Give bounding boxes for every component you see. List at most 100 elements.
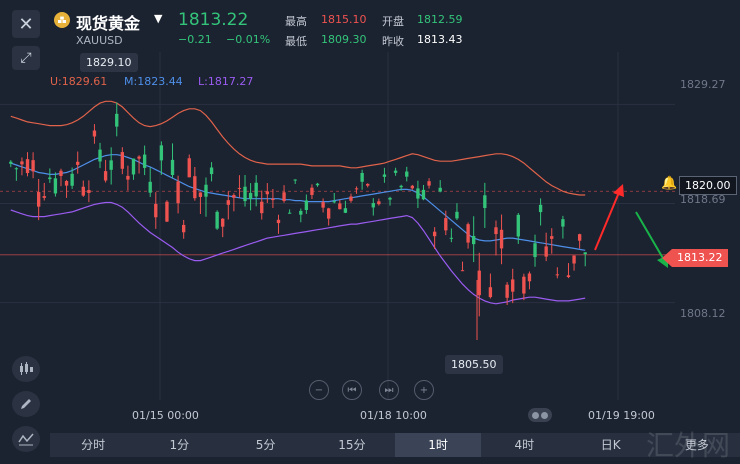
tab-5m[interactable]: 5分 (255, 438, 276, 452)
close-button[interactable]: ✕ (12, 10, 40, 38)
candle-body (14, 168, 19, 170)
candle-body (332, 201, 336, 203)
bollinger-lower-label: L:1817.27 (198, 75, 254, 88)
candle-body (131, 158, 136, 175)
candle-body (209, 167, 214, 175)
candle-body (494, 227, 498, 235)
open-value: 1812.59 (417, 13, 463, 26)
expand-icon: ⤢ (20, 50, 32, 66)
instrument-title[interactable]: 现货黄金 (76, 14, 141, 33)
candle-body (282, 192, 286, 201)
candle-body (92, 130, 97, 137)
candle-body (20, 161, 24, 165)
candle-body (64, 180, 69, 186)
candlestick-type-button[interactable] (12, 356, 40, 382)
tab-4h[interactable]: 4时 (514, 438, 535, 452)
pen-icon (21, 399, 31, 409)
candle-body (221, 218, 225, 227)
candle-body (142, 154, 147, 168)
candle-body (226, 200, 230, 205)
candle-body (527, 273, 532, 282)
high-label: 最高 (285, 15, 307, 28)
low-value: 1809.30 (321, 33, 367, 46)
dropdown-caret-icon[interactable]: ▼ (154, 12, 163, 25)
candle-body (215, 211, 219, 229)
candle-body (76, 161, 80, 165)
instrument-symbol: XAUUSD (76, 34, 123, 47)
candle-body (176, 181, 180, 204)
draw-tool-button[interactable] (12, 391, 40, 417)
candle-body (9, 161, 13, 164)
candle-body (232, 195, 236, 198)
watermark: 汇外网 (645, 429, 730, 462)
candle-body (393, 170, 398, 173)
candle-body (98, 149, 102, 162)
candle-body (483, 195, 487, 209)
x-tick-label: 01/18 10:00 (360, 409, 427, 422)
indicator-icon (18, 433, 34, 446)
high-marker-tooltip: 1829.10 (80, 53, 138, 72)
candle-body (120, 152, 124, 169)
candle-body (287, 212, 292, 214)
candle-body (115, 113, 119, 127)
y-tick-label: 1829.27 (680, 78, 726, 91)
candle-body (87, 190, 91, 193)
candle-body (31, 160, 35, 172)
compare-toggle-icon[interactable] (528, 408, 552, 422)
tab-1h[interactable]: 1时 (395, 433, 482, 457)
candle-body (488, 287, 493, 298)
tab-more[interactable]: 更多 (684, 438, 709, 452)
candle-body (561, 219, 565, 227)
tab-timeline[interactable]: 分时 (81, 438, 106, 452)
candle-body (265, 191, 269, 195)
candle-body (405, 171, 409, 177)
indicator-button[interactable] (12, 426, 40, 452)
candle-body (511, 279, 515, 292)
candle-body (572, 255, 576, 264)
candle-body (388, 197, 392, 200)
candle-body (237, 187, 242, 189)
candlestick-icon (20, 362, 33, 375)
candle-body (81, 186, 85, 196)
candle-body (25, 159, 30, 174)
minus-icon: − (314, 384, 324, 396)
tab-15m[interactable]: 15分 (338, 438, 366, 452)
candle-body (37, 192, 41, 207)
candle-body (550, 236, 554, 239)
forecast-up-arrow-head (613, 184, 624, 197)
candle-body (42, 196, 46, 198)
candle-body (103, 171, 108, 181)
candle-body (126, 175, 130, 180)
timeframe-tabs: 分时 1分 5分 15分 1时 4时 日K 更多 (50, 433, 740, 457)
zoom-in-button[interactable]: + (414, 380, 434, 400)
scroll-end-button[interactable]: ⏭ (379, 380, 399, 400)
candle-body (460, 270, 465, 272)
y-tick-label: 1808.12 (680, 307, 726, 320)
current-price-tag: 1813.22 (672, 249, 728, 267)
tab-daily[interactable]: 日K (600, 438, 621, 452)
candle-body (522, 276, 526, 294)
bell-icon[interactable]: 🔔 (661, 176, 678, 191)
candle-body (360, 172, 364, 182)
price-change-percent: −0.01% (226, 33, 271, 46)
candle-body (321, 202, 325, 208)
expand-button[interactable]: ⤢ (12, 46, 40, 70)
candle-body (165, 201, 169, 222)
close-icon: ✕ (18, 13, 34, 35)
candle-body (366, 183, 370, 186)
candle-body (533, 243, 537, 258)
candle-body (293, 179, 297, 181)
candle-body (182, 224, 186, 233)
zoom-out-button[interactable]: − (309, 380, 329, 400)
candle-body (315, 183, 320, 186)
candle-body (159, 145, 164, 161)
scroll-start-button[interactable]: ⏮ (342, 380, 362, 400)
tab-1m[interactable]: 1分 (169, 438, 190, 452)
price-change: −0.21 (178, 33, 212, 46)
x-tick-label: 01/19 19:00 (588, 409, 655, 422)
candle-body (154, 203, 158, 218)
alert-price-tag[interactable]: 1820.00 (679, 176, 737, 195)
candle-body (53, 178, 58, 194)
low-marker-tooltip: 1805.50 (445, 355, 503, 374)
